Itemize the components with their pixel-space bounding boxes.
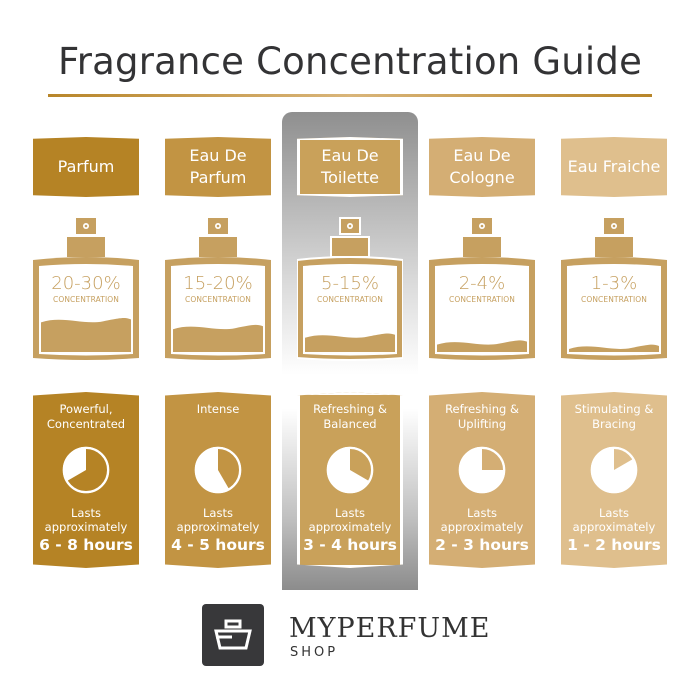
perfume-bottle-icon [429,218,535,360]
perfume-bottle-icon [297,217,403,361]
fragrance-type-header: Eau Fraiche [561,137,667,197]
fragrance-type-name: Eau De Toilette [321,146,379,187]
scent-description: Refreshing & Balanced [313,402,387,431]
pie-filled-segment [482,447,505,470]
lasts-label: Lasts approximately [440,506,524,534]
scent-description: Refreshing & Uplifting [445,402,519,431]
pie-filled-segment [218,447,241,490]
concentration-label: CONCENTRATION [581,295,647,304]
concentration-label: CONCENTRATION [317,295,383,304]
lasts-label: Lasts approximately [572,506,656,534]
column-eau-fraiche: Eau Fraiche 1-3% CONCENTRATION Stimulati… [561,0,667,700]
brand-subtitle: SHOP [290,645,339,660]
concentration-percent: 2-4% [458,273,506,294]
concentration-percent: 1-3% [590,273,638,294]
fragrance-type-header: Eau De Parfum [165,137,271,197]
duration-value: 2 - 3 hours [435,536,529,554]
scent-description: Stimulating & Bracing [574,402,654,431]
brand-name: MYPERFUME [289,613,491,644]
concentration-percent: 20-30% [51,273,121,294]
fragrance-type-name: Eau De Parfum [189,146,247,187]
concentration-label: CONCENTRATION [53,295,119,304]
lasts-label: Lasts approximately [308,506,392,534]
fragrance-type-name: Eau De Cologne [449,146,515,187]
longevity-card: Refreshing & Uplifting Lasts approximate… [429,392,535,568]
duration-value: 3 - 4 hours [303,536,397,554]
clock-pie-icon [194,446,242,494]
liquid-fill-level [437,340,527,352]
longevity-card: Powerful, Concentrated Lasts approximate… [33,392,139,568]
perfume-bottle-icon [561,218,667,360]
liquid-fill-level [305,333,395,352]
duration-value: 6 - 8 hours [39,536,133,554]
column-parfum: Parfum 20-30% CONCENTRATION Powerful, Co… [33,0,139,700]
fragrance-type-header: Parfum [33,137,139,197]
lasts-label: Lasts approximately [176,506,260,534]
fragrance-type-header: Eau De Toilette [297,137,403,197]
concentration-percent: 15-20% [183,273,253,294]
column-eau-de-toilette: Eau De Toilette 5-15% CONCENTRATION Refr… [297,0,403,700]
clock-pie-icon [62,446,110,494]
concentration-label: CONCENTRATION [185,295,251,304]
liquid-fill-level [173,324,263,352]
scent-description: Powerful, Concentrated [46,402,126,431]
pie-filled-segment [66,447,109,493]
clock-pie-icon [458,446,506,494]
fragrance-type-header: Eau De Cologne [429,137,535,197]
liquid-fill-level [569,344,659,352]
perfume-bottle-icon [33,218,139,360]
page-title: Fragrance Concentration Guide [57,40,643,83]
fragrance-type-name: Eau Fraiche [567,157,661,176]
duration-value: 1 - 2 hours [567,536,661,554]
clock-pie-icon [590,446,638,494]
clock-pie-icon [326,446,374,494]
concentration-label: CONCENTRATION [449,295,515,304]
longevity-card: Intense Lasts approximately 4 - 5 hours [165,392,271,568]
duration-value: 4 - 5 hours [171,536,265,554]
column-eau-de-cologne: Eau De Cologne 2-4% CONCENTRATION Refres… [429,0,535,700]
concentration-percent: 5-15% [321,273,379,294]
perfume-bottle-icon [165,218,271,360]
title-divider [48,94,652,97]
scent-description: Intense [196,402,240,416]
liquid-fill-level [41,318,131,352]
lasts-label: Lasts approximately [44,506,128,534]
longevity-card: Refreshing & Balanced Lasts approximatel… [297,392,403,568]
fragrance-type-name: Parfum [57,157,115,176]
brand-logo-icon [202,604,264,666]
longevity-card: Stimulating & Bracing Lasts approximatel… [561,392,667,568]
column-eau-de-parfum: Eau De Parfum 15-20% CONCENTRATION Inten… [165,0,271,700]
